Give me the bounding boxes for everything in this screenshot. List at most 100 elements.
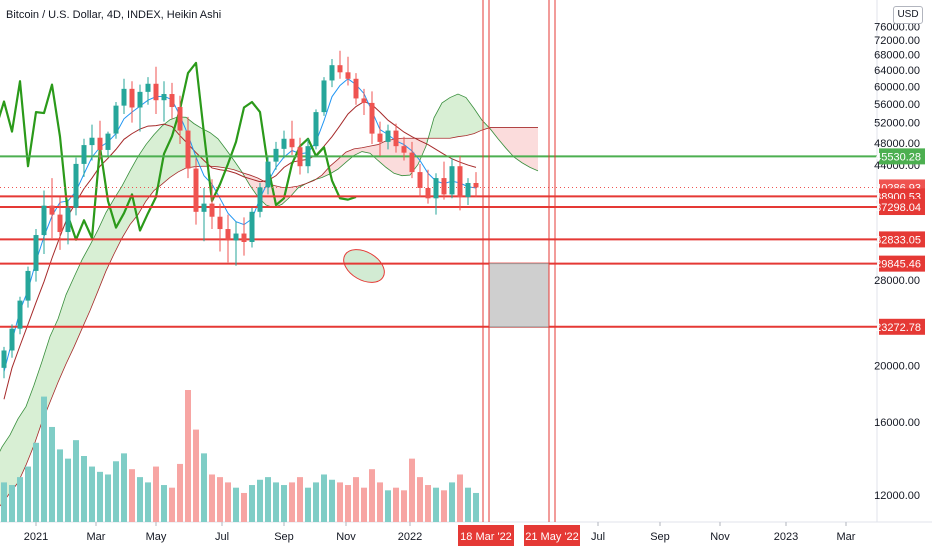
candle-body [81,145,87,164]
volume-bar [121,453,127,522]
cloud-segment [210,132,218,167]
volume-bar [169,487,175,522]
cloud-segment [50,318,58,403]
currency-button[interactable]: USD [893,6,923,24]
candle-body [369,102,375,134]
chart-title: Bitcoin / U.S. Dollar, 4D, INDEX, Heikin… [6,9,221,21]
volume-bar [313,482,319,522]
candle-body [465,182,471,197]
candle-body [113,105,119,134]
date-marker-tag[interactable] [458,525,514,546]
time-tick-label: 2021 [24,531,48,543]
volume-bar [465,487,471,522]
volume-bar [393,487,399,522]
candle-body [401,146,407,153]
candle-body [289,138,295,148]
volume-bar [361,487,367,522]
volume-bar [353,477,359,522]
volume-bar [25,466,31,522]
date-marker-tag[interactable] [524,525,580,546]
time-axis: 2021 Mar May Jul Sep Nov 2022 Jul Sep Nov 2023 Mar 1… [24,522,856,546]
candle-body [345,72,351,79]
price-tick-label: 76000.00 [874,21,920,33]
volume-bar [425,485,431,522]
cloud-segment [98,212,106,291]
volume-bar [193,429,199,522]
price-tick-label: 16000.00 [874,417,920,429]
cloud-segment [170,116,178,178]
candle-body [129,88,135,108]
candle-body [65,207,71,233]
candle-body [9,328,15,351]
cloud-segment [506,127,514,158]
candle-body [457,166,463,197]
volume-bar [105,474,111,522]
time-tick-label: Nov [336,531,356,543]
volume-bar [129,469,135,522]
price-tag[interactable] [879,148,925,165]
cloud-segment [18,406,26,483]
volume-bar [73,440,79,522]
price-tag-label: 45530.28 [875,151,921,163]
volume-bars [1,390,479,522]
cloud-segment [514,127,522,163]
volume-bar [177,463,183,522]
time-tick-label: Mar [837,531,856,543]
candle-body [441,178,447,195]
cloud-segment [26,385,34,466]
volume-bar [153,466,159,522]
candle-body [241,233,247,242]
candle-body [353,78,359,99]
candle-body [433,178,439,199]
time-tick-label: Mar [87,531,106,543]
candle-body [473,182,479,188]
projection-rectangle[interactable] [488,263,550,328]
volume-bar [433,487,439,522]
price-tag[interactable] [879,199,925,216]
candle-body [409,152,415,173]
cloud-segment [218,138,226,168]
volume-bar [441,490,447,522]
volume-bar [1,482,7,522]
volume-bar [257,479,263,522]
candle-body [89,137,95,146]
candle-body [217,216,223,230]
price-tag[interactable] [879,231,925,248]
candle-body [225,229,231,241]
volume-bar [329,479,335,522]
cloud-segment [418,138,426,165]
candle-body [425,187,431,199]
candle-body [57,214,63,233]
projection-box [488,263,550,328]
volume-bar [225,482,231,522]
volume-bar [409,458,415,522]
cloud-segment [530,127,538,171]
volume-bar [49,426,55,522]
volume-bar [401,490,407,522]
date-marker-label: 21 May '22 [525,531,578,543]
price-axis: 76000.00 72000.00 68000.00 64000.00 60000.00… [874,21,920,502]
volume-bar [273,482,279,522]
volume-bar [297,477,303,522]
cloud-segment [354,147,362,156]
candle-body [233,233,239,241]
vertical-date-lines [482,0,556,522]
candle-body [329,65,335,81]
indicator-lines [0,61,477,400]
candlesticks [1,50,479,379]
cloud-segment [498,127,506,149]
price-tag-label: 23272.78 [875,322,921,334]
volume-bar [209,474,215,522]
candle-body [1,350,7,368]
price-tag[interactable] [879,318,925,335]
candle-body [17,300,23,329]
volume-bar [305,487,311,522]
time-tick-label: 2023 [774,531,798,543]
date-marker-label: 18 Mar '22 [460,531,512,543]
volume-bar [161,485,167,522]
price-tag[interactable] [879,255,925,272]
time-tick-label: Sep [650,531,670,543]
